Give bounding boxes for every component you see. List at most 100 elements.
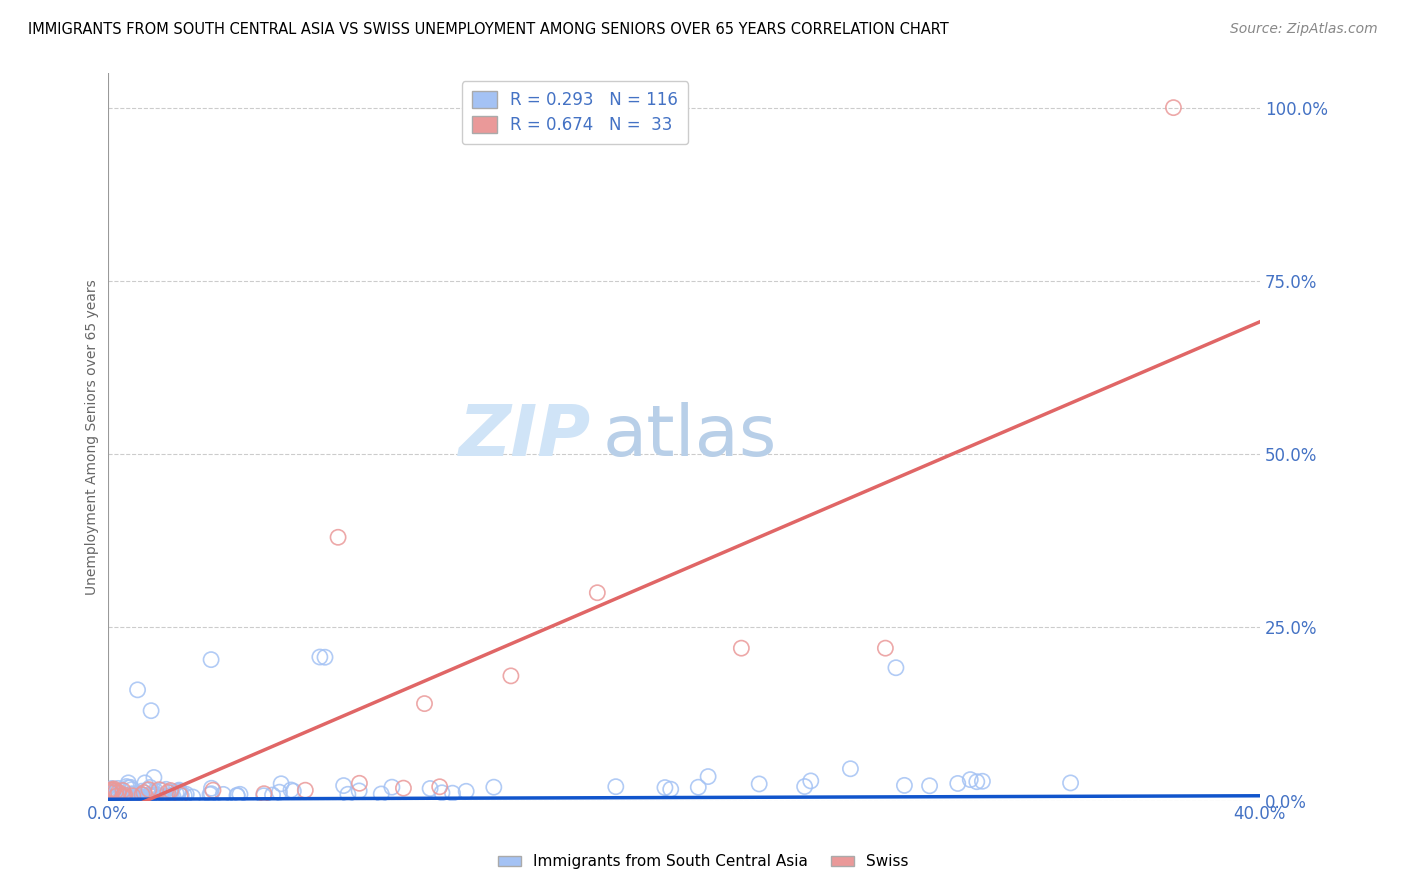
Point bbox=[107, 781, 129, 796]
Point bbox=[103, 781, 125, 796]
Point bbox=[121, 787, 143, 801]
Point bbox=[115, 780, 138, 794]
Point bbox=[134, 790, 156, 805]
Point bbox=[201, 783, 224, 797]
Point bbox=[419, 781, 441, 796]
Point bbox=[688, 780, 710, 795]
Point bbox=[198, 788, 221, 802]
Point bbox=[280, 783, 302, 797]
Point bbox=[104, 784, 127, 798]
Point bbox=[748, 777, 770, 791]
Point bbox=[111, 783, 134, 797]
Point bbox=[100, 791, 122, 805]
Point bbox=[103, 790, 125, 805]
Point bbox=[413, 697, 436, 711]
Point bbox=[117, 790, 139, 805]
Point bbox=[347, 784, 370, 798]
Point bbox=[169, 788, 191, 802]
Point bbox=[138, 788, 160, 802]
Point bbox=[100, 785, 122, 799]
Point bbox=[105, 785, 128, 799]
Point bbox=[499, 669, 522, 683]
Point bbox=[114, 790, 136, 805]
Point bbox=[269, 785, 291, 799]
Legend: R = 0.293   N = 116, R = 0.674   N =  33: R = 0.293 N = 116, R = 0.674 N = 33 bbox=[461, 81, 688, 145]
Point bbox=[145, 788, 167, 802]
Point bbox=[142, 789, 165, 804]
Point bbox=[605, 780, 627, 794]
Point bbox=[429, 780, 451, 794]
Point bbox=[129, 788, 152, 802]
Point bbox=[381, 780, 404, 794]
Point bbox=[308, 650, 330, 665]
Point bbox=[125, 789, 148, 804]
Text: Source: ZipAtlas.com: Source: ZipAtlas.com bbox=[1230, 22, 1378, 37]
Point bbox=[128, 789, 150, 804]
Point bbox=[145, 784, 167, 798]
Point bbox=[697, 770, 720, 784]
Point bbox=[800, 773, 823, 788]
Point bbox=[117, 776, 139, 790]
Point bbox=[100, 783, 122, 797]
Point bbox=[122, 788, 145, 802]
Point bbox=[122, 791, 145, 805]
Y-axis label: Unemployment Among Seniors over 65 years: Unemployment Among Seniors over 65 years bbox=[86, 279, 100, 595]
Point bbox=[108, 787, 131, 801]
Point bbox=[212, 788, 235, 802]
Point bbox=[659, 782, 682, 797]
Point bbox=[294, 783, 316, 797]
Point bbox=[1163, 101, 1185, 115]
Point bbox=[586, 585, 609, 599]
Point bbox=[159, 783, 181, 797]
Text: ZIP: ZIP bbox=[460, 402, 592, 471]
Point bbox=[253, 789, 276, 803]
Point bbox=[959, 772, 981, 787]
Point bbox=[229, 787, 252, 801]
Point bbox=[200, 781, 222, 796]
Point bbox=[155, 782, 177, 797]
Point bbox=[839, 762, 862, 776]
Point bbox=[134, 776, 156, 790]
Point bbox=[165, 786, 187, 800]
Point bbox=[112, 790, 135, 805]
Point bbox=[103, 790, 125, 805]
Point bbox=[101, 783, 124, 797]
Point bbox=[167, 785, 190, 799]
Point bbox=[121, 789, 143, 803]
Point bbox=[120, 789, 142, 804]
Point bbox=[128, 789, 150, 804]
Point bbox=[101, 787, 124, 801]
Point bbox=[793, 780, 815, 794]
Point bbox=[173, 789, 195, 803]
Point bbox=[139, 780, 162, 795]
Point bbox=[730, 641, 752, 656]
Point bbox=[326, 530, 349, 544]
Point bbox=[145, 789, 167, 803]
Point bbox=[121, 782, 143, 797]
Point bbox=[101, 783, 124, 797]
Point bbox=[150, 790, 173, 805]
Point bbox=[124, 791, 146, 805]
Point bbox=[117, 791, 139, 805]
Point bbox=[127, 682, 149, 697]
Point bbox=[200, 652, 222, 666]
Point bbox=[100, 786, 122, 800]
Point bbox=[181, 789, 204, 804]
Point bbox=[430, 786, 453, 800]
Point bbox=[100, 785, 122, 799]
Point bbox=[124, 790, 146, 805]
Point bbox=[110, 789, 132, 804]
Point bbox=[156, 785, 179, 799]
Point bbox=[100, 790, 122, 805]
Text: IMMIGRANTS FROM SOUTH CENTRAL ASIA VS SWISS UNEMPLOYMENT AMONG SENIORS OVER 65 Y: IMMIGRANTS FROM SOUTH CENTRAL ASIA VS SW… bbox=[28, 22, 949, 37]
Point bbox=[152, 783, 174, 797]
Point bbox=[253, 787, 276, 801]
Point bbox=[142, 771, 165, 785]
Point bbox=[946, 776, 969, 790]
Point bbox=[111, 789, 134, 804]
Point bbox=[136, 783, 159, 797]
Point bbox=[226, 788, 249, 802]
Point bbox=[162, 789, 184, 804]
Point bbox=[283, 784, 305, 798]
Point bbox=[392, 781, 415, 796]
